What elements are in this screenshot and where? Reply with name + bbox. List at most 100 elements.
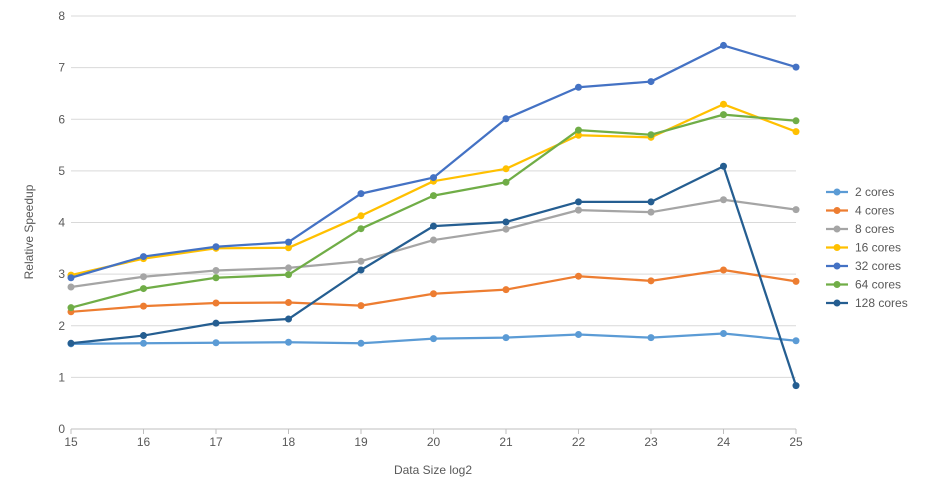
x-axis-title: Data Size log2	[394, 463, 472, 477]
data-point-64-cores	[140, 285, 147, 293]
data-point-8-cores	[575, 206, 582, 214]
legend-label: 2 cores	[855, 185, 894, 199]
data-point-2-cores	[430, 335, 437, 343]
data-point-128-cores	[140, 332, 147, 340]
data-point-64-cores	[212, 274, 220, 282]
data-point-32-cores	[212, 243, 220, 251]
legend-item-2-cores: 2 cores	[826, 185, 894, 199]
legend-item-32-cores: 32 cores	[826, 259, 901, 273]
legend-label: 128 cores	[855, 296, 908, 310]
data-point-128-cores	[575, 198, 582, 206]
data-point-128-cores	[212, 319, 220, 327]
data-point-64-cores	[575, 126, 582, 134]
data-point-32-cores	[285, 238, 292, 246]
data-point-8-cores	[502, 225, 510, 233]
legend-item-8-cores: 8 cores	[826, 222, 894, 236]
data-point-128-cores	[647, 198, 655, 206]
legend-marker	[833, 262, 841, 270]
legend-label: 64 cores	[855, 278, 901, 292]
x-tick-label: 24	[717, 435, 731, 449]
data-point-128-cores	[67, 339, 75, 347]
y-tick-label: 7	[58, 61, 65, 75]
data-point-16-cores	[575, 131, 582, 139]
series-line-16-cores	[69, 103, 798, 277]
data-point-8-cores	[357, 257, 365, 265]
data-point-8-cores	[67, 283, 75, 291]
x-tick-label: 25	[789, 435, 803, 449]
legend-item-128-cores: 128 cores	[826, 296, 908, 310]
legend-marker	[833, 244, 841, 251]
data-point-64-cores	[357, 225, 365, 233]
data-point-64-cores	[647, 131, 655, 139]
data-point-32-cores	[647, 78, 655, 86]
data-point-16-cores	[357, 212, 365, 220]
x-tick-label: 22	[572, 435, 586, 449]
legend-marker	[833, 281, 841, 288]
data-point-2-cores	[575, 331, 582, 339]
y-tick-label: 6	[58, 112, 65, 126]
legend-marker	[833, 299, 841, 307]
y-tick-label: 8	[58, 9, 65, 23]
data-point-64-cores	[502, 178, 510, 186]
data-point-4-cores	[357, 302, 365, 310]
data-point-32-cores	[720, 41, 727, 49]
data-point-32-cores	[67, 274, 75, 282]
data-point-64-cores	[430, 192, 437, 200]
data-point-32-cores	[502, 115, 510, 123]
data-point-2-cores	[357, 339, 365, 347]
legend-marker	[833, 207, 841, 214]
data-point-4-cores	[212, 299, 220, 307]
data-point-128-cores	[285, 315, 292, 323]
data-point-128-cores	[357, 266, 365, 274]
y-axis-title: Relative Speedup	[22, 184, 36, 279]
data-point-4-cores	[430, 290, 437, 298]
y-tick-label: 3	[58, 267, 65, 281]
x-tick-label: 16	[137, 435, 151, 449]
data-point-8-cores	[647, 208, 655, 216]
data-point-2-cores	[140, 339, 147, 347]
data-point-2-cores	[720, 329, 727, 337]
y-axis-tick-labels: 0 1 2 3 4 5 6 7 8	[58, 9, 65, 436]
data-point-32-cores	[357, 190, 365, 198]
data-point-4-cores	[575, 272, 582, 280]
x-tick-label: 17	[209, 435, 223, 449]
legend-label: 4 cores	[855, 204, 894, 218]
data-point-32-cores	[140, 253, 147, 261]
data-point-64-cores	[285, 271, 292, 279]
data-point-32-cores	[430, 174, 437, 182]
data-point-4-cores	[502, 286, 510, 294]
data-point-32-cores	[575, 83, 582, 91]
series-lines	[67, 41, 800, 390]
data-point-2-cores	[792, 337, 800, 345]
data-point-128-cores	[720, 162, 727, 170]
data-point-4-cores	[140, 302, 147, 310]
y-tick-label: 5	[58, 164, 65, 178]
x-tick-label: 19	[354, 435, 368, 449]
x-tick-label: 18	[282, 435, 296, 449]
data-point-64-cores	[792, 117, 800, 125]
legend-item-4-cores: 4 cores	[826, 204, 894, 218]
series-64-cores	[67, 111, 800, 312]
y-tick-label: 2	[58, 319, 65, 333]
series-2-cores	[67, 329, 800, 348]
data-point-8-cores	[430, 236, 437, 244]
gridlines	[71, 15, 796, 378]
legend-label: 32 cores	[855, 259, 901, 273]
legend-item-64-cores: 64 cores	[826, 278, 901, 292]
legend-label: 8 cores	[855, 222, 894, 236]
data-point-64-cores	[720, 111, 727, 119]
series-line-64-cores	[69, 113, 798, 309]
y-tick-label: 1	[58, 370, 65, 384]
data-point-8-cores	[720, 196, 727, 204]
y-tick-label: 0	[58, 422, 65, 436]
data-point-128-cores	[430, 222, 437, 230]
x-axis-tick-labels: 15 16 17 18 19 20 21 22 23 24 25	[64, 429, 803, 449]
legend-label: 16 cores	[855, 241, 901, 255]
data-point-2-cores	[502, 334, 510, 342]
data-point-16-cores	[502, 165, 510, 173]
data-point-16-cores	[720, 100, 727, 108]
data-point-8-cores	[285, 264, 292, 272]
data-point-128-cores	[792, 382, 800, 390]
data-point-4-cores	[720, 266, 727, 274]
